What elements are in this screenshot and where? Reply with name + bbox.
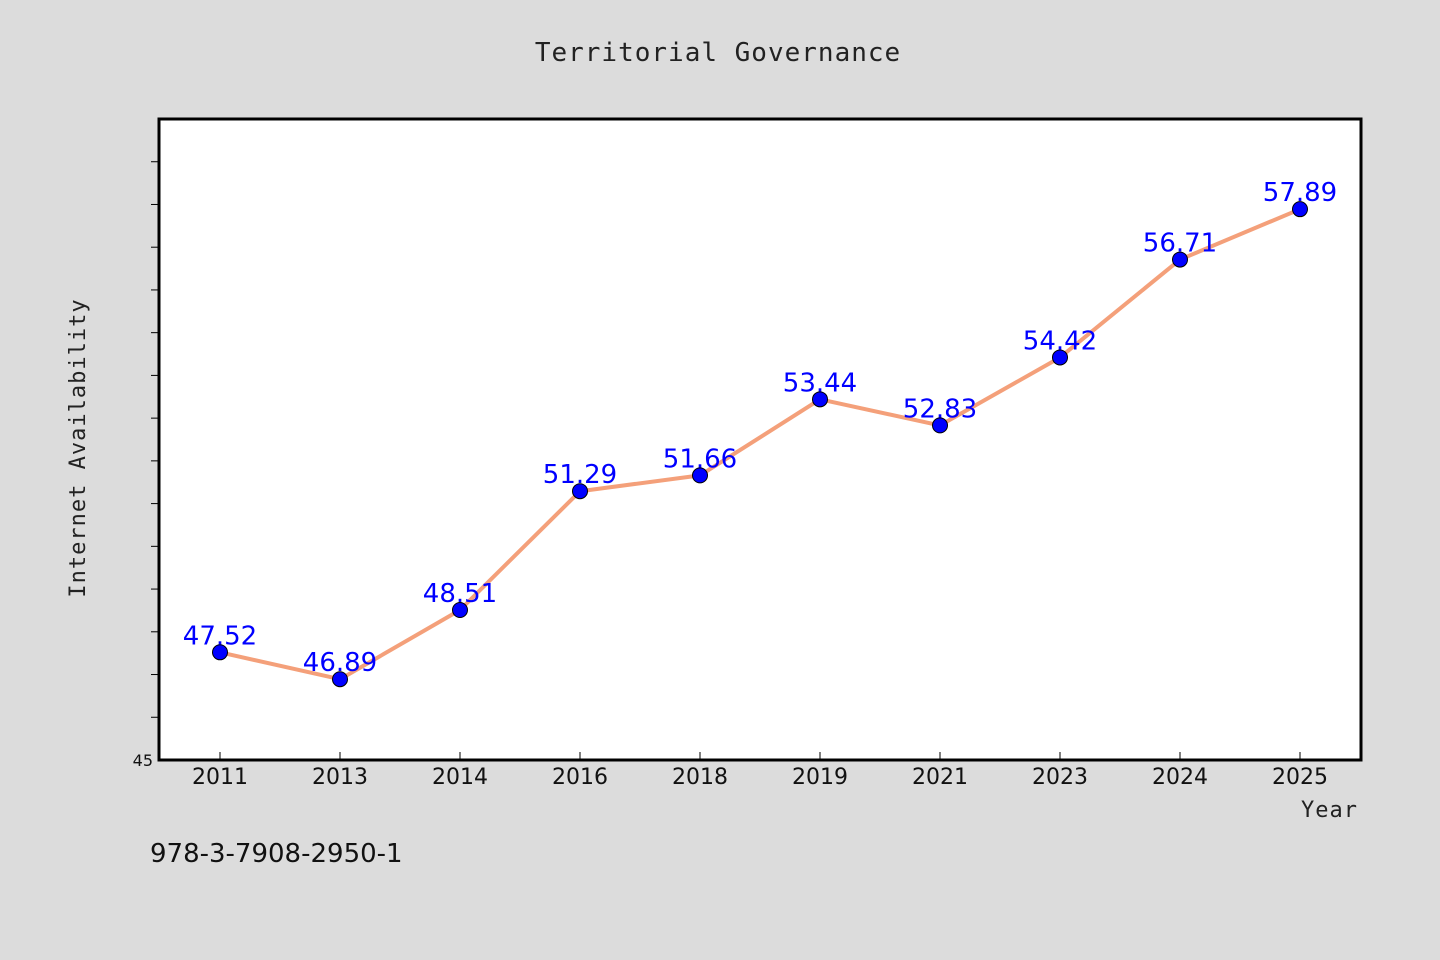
x-tick-label: 2011 <box>192 765 248 790</box>
x-tick-label: 2016 <box>552 765 608 790</box>
x-tick-label: 2018 <box>672 765 728 790</box>
y-axis-label: Internet Availability <box>66 298 91 597</box>
data-point <box>212 644 228 661</box>
data-labels: 47.52 46.89 48.51 51.29 51.66 53.44 52.83 54.42… <box>183 178 1337 678</box>
x-tick-label: 2021 <box>912 765 968 790</box>
data-label: 51.66 <box>663 444 737 474</box>
data-label: 52.83 <box>903 394 977 424</box>
data-label: 46.89 <box>303 648 377 678</box>
footer-code: 978-3-7908-2950-1 <box>150 839 403 869</box>
y-tick-label: 45 <box>133 751 153 770</box>
x-tick-label: 2013 <box>312 765 368 790</box>
data-label: 47.52 <box>183 621 257 651</box>
data-label: 57.89 <box>1263 178 1337 208</box>
data-point <box>692 467 708 484</box>
data-point <box>1052 349 1068 366</box>
data-label: 56.71 <box>1143 229 1217 259</box>
series-layer <box>212 201 1308 688</box>
x-tick-label: 2014 <box>432 765 488 790</box>
series-line <box>219 207 1301 682</box>
x-tick-label: 2025 <box>1272 765 1328 790</box>
data-label: 48.51 <box>423 579 497 609</box>
x-tick-label: 2019 <box>792 765 848 790</box>
data-point <box>572 483 588 500</box>
x-axis-label: Year <box>1301 798 1358 823</box>
x-tick-label: 2023 <box>1032 765 1088 790</box>
data-point <box>332 671 348 688</box>
x-tick-label: 2024 <box>1152 765 1208 790</box>
y-axis-ticks: 45 <box>133 161 159 770</box>
data-label: 51.29 <box>543 460 617 490</box>
data-point <box>812 391 828 408</box>
chart-title: Territorial Governance <box>535 38 901 68</box>
data-label: 53.44 <box>783 368 857 398</box>
data-point <box>932 417 948 434</box>
data-point <box>1172 251 1188 268</box>
x-axis-ticks: 2011 2013 2014 2016 2018 2019 2021 2023 2024 2025 <box>192 752 1328 790</box>
data-point <box>1292 201 1308 218</box>
data-point <box>452 602 468 619</box>
data-label: 54.42 <box>1023 326 1097 356</box>
